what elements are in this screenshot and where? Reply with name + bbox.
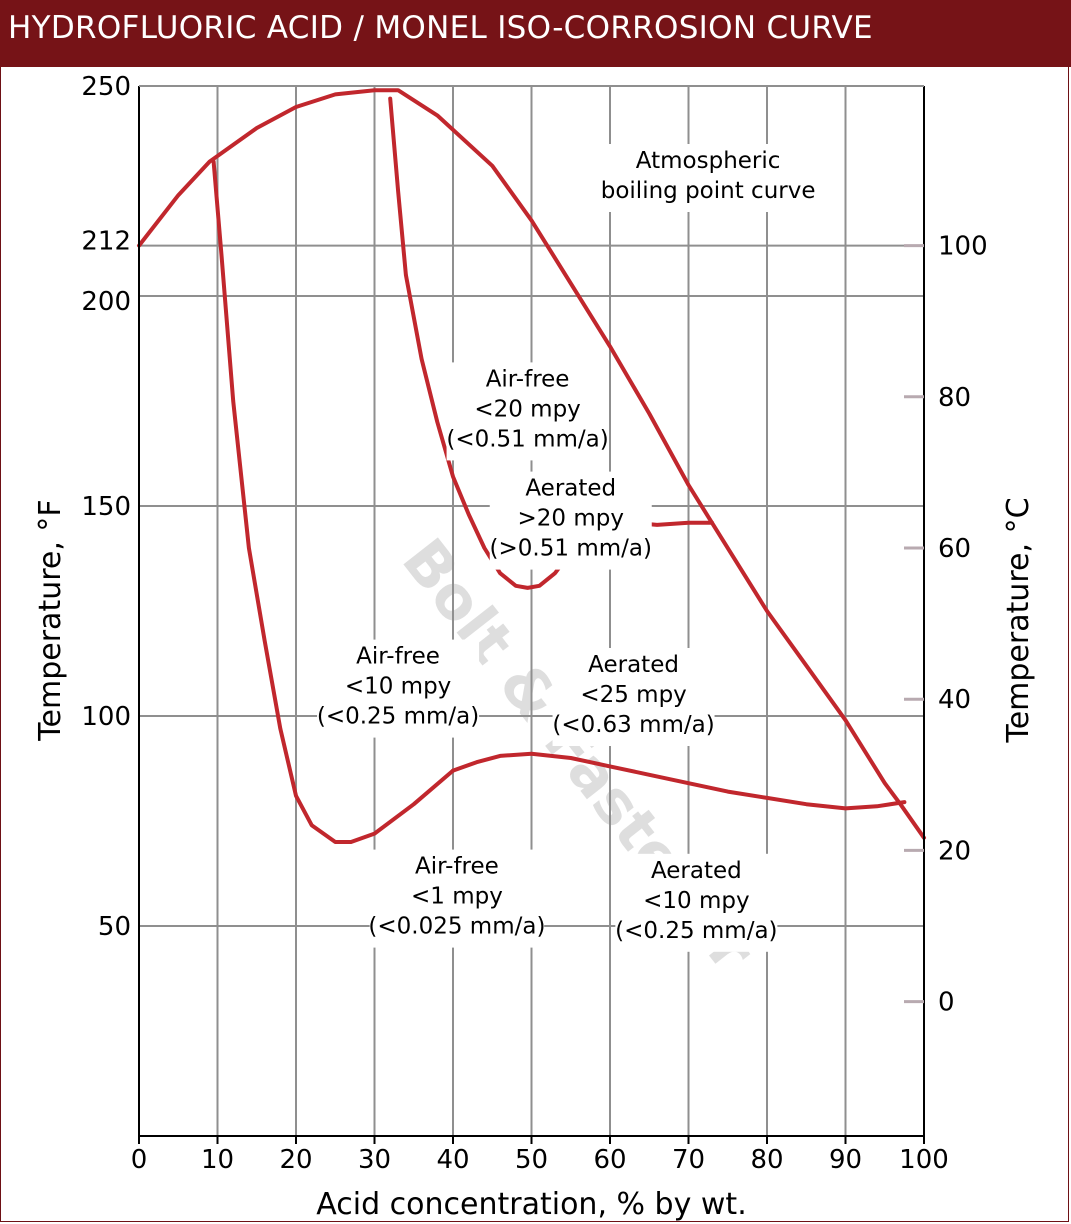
annotation: Aerated <10 mpy (<0.25 mm/a) <box>615 853 778 952</box>
y-right-tick-label: 20 <box>938 836 971 866</box>
series-line <box>451 751 907 811</box>
x-tick-label: 30 <box>358 1145 391 1175</box>
annotation-bg <box>489 471 652 570</box>
annotation: Aerated <25 mpy (<0.63 mm/a) <box>552 648 715 746</box>
annotation-bg <box>369 849 545 948</box>
x-tick-label: 100 <box>899 1145 949 1175</box>
annotation: Aerated >20 mpy (>0.51 mm/a) <box>489 471 652 570</box>
title-bar: HYDROFLUORIC ACID / MONEL ISO-CORROSION … <box>0 0 1071 67</box>
annotation-line: (<0.025 mm/a) <box>368 914 545 940</box>
annotation: Atmospheric boiling point curve <box>583 144 833 212</box>
annotation-line: (<0.25 mm/a) <box>317 704 479 730</box>
series-line <box>388 96 573 590</box>
annotation-line: Aerated <box>588 652 679 678</box>
x-axis-label: Acid concentration, % by wt. <box>316 1187 746 1222</box>
annotation-bg <box>552 648 715 746</box>
annotation-line: Air-free <box>356 644 440 670</box>
y-axis-right-label: Temperature, °C <box>1001 497 1036 743</box>
annotation-line: <1 mpy <box>411 884 503 910</box>
annotation-line: Aerated <box>525 476 616 502</box>
annotation-line: (<0.25 mm/a) <box>615 918 777 944</box>
grid <box>139 86 924 1136</box>
axes: 0 10 20 30 40 50 60 70 80 90 100 50 100 150 200 212 250 0… <box>33 72 1036 1222</box>
annotation: Air-free <10 mpy (<0.25 mm/a) <box>317 639 480 738</box>
x-tick-label: 60 <box>593 1145 626 1175</box>
annotation-bg <box>615 853 778 952</box>
annotation-line: boiling point curve <box>601 178 816 204</box>
annotation-bg <box>583 144 833 212</box>
y-tick-label: 100 <box>81 702 131 732</box>
x-tick-label: 10 <box>201 1145 234 1175</box>
y-right-tick-label: 0 <box>938 988 955 1018</box>
annotations: Atmospheric boiling point curve Air-free <2… <box>317 144 833 952</box>
y-right-tick-label: 40 <box>938 685 971 715</box>
annotation-line: Atmospheric <box>636 148 781 174</box>
x-tick-label: 20 <box>279 1145 312 1175</box>
annotation-line: (<0.51 mm/a) <box>446 426 608 452</box>
annotation-line: <10 mpy <box>345 674 451 700</box>
annotation-line: Aerated <box>651 858 742 884</box>
y-tick-label: 212 <box>81 227 131 257</box>
annotation-line: >20 mpy <box>518 506 624 532</box>
annotation-line: Air-free <box>415 854 499 880</box>
annotation-line: (<0.63 mm/a) <box>552 712 714 738</box>
annotation-line: <25 mpy <box>580 682 686 708</box>
annotation-line: Air-free <box>486 366 570 392</box>
x-tick-label: 80 <box>750 1145 783 1175</box>
x-tick-label: 40 <box>436 1145 469 1175</box>
y-right-tick-label: 60 <box>938 534 971 564</box>
y-right-tick-label: 80 <box>938 383 971 413</box>
series-line <box>211 159 455 844</box>
annotation: Air-free <20 mpy (<0.51 mm/a) <box>446 362 609 461</box>
y-axis-label: Temperature, °F <box>33 499 68 741</box>
annotation-bg <box>317 639 480 738</box>
x-tick-label: 90 <box>829 1145 862 1175</box>
annotation: Air-free <1 mpy (<0.025 mm/a) <box>368 849 545 948</box>
y-tick-label: 50 <box>98 912 131 942</box>
y-tick-label: 250 <box>81 72 131 102</box>
annotation-line: <10 mpy <box>643 888 749 914</box>
chart-title: HYDROFLUORIC ACID / MONEL ISO-CORROSION … <box>8 10 873 46</box>
y-tick-label: 150 <box>81 492 131 522</box>
x-tick-label: 50 <box>515 1145 548 1175</box>
x-tick-label: 70 <box>672 1145 705 1175</box>
y-right-tick-label: 100 <box>938 232 988 262</box>
x-tick-label: 0 <box>131 1145 148 1175</box>
annotation-bg <box>446 362 609 461</box>
y-tick-label: 200 <box>81 287 131 317</box>
annotation-line: <20 mpy <box>474 396 580 422</box>
series-line <box>137 88 926 840</box>
annotation-line: (>0.51 mm/a) <box>490 536 652 562</box>
